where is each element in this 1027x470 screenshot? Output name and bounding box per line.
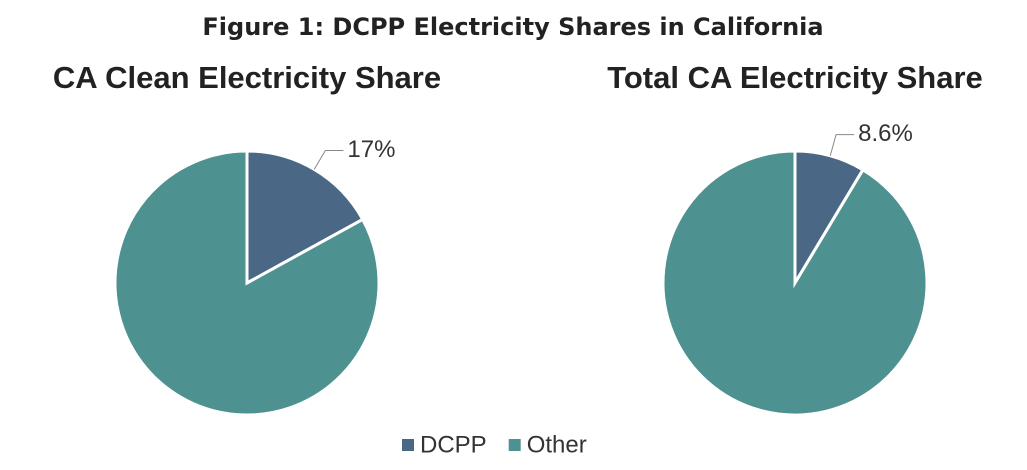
pie-slice	[661, 149, 929, 417]
legend-swatch	[402, 439, 414, 451]
legend-swatch	[508, 439, 521, 451]
leader-line	[829, 134, 855, 156]
figure-title: Figure 1: DCPP Electricity Shares in Cal…	[202, 13, 823, 41]
chart-title: Total CA Electricity Share	[607, 60, 983, 95]
legend-label: DCPP	[420, 431, 487, 458]
legend-label: Other	[527, 431, 587, 458]
pie-slice	[245, 149, 365, 286]
data-label: 17%	[347, 136, 395, 163]
pie-slice	[113, 149, 381, 417]
leader-line	[313, 149, 344, 170]
data-label: 8.6%	[858, 120, 913, 147]
chart-title: CA Clean Electricity Share	[53, 60, 441, 95]
